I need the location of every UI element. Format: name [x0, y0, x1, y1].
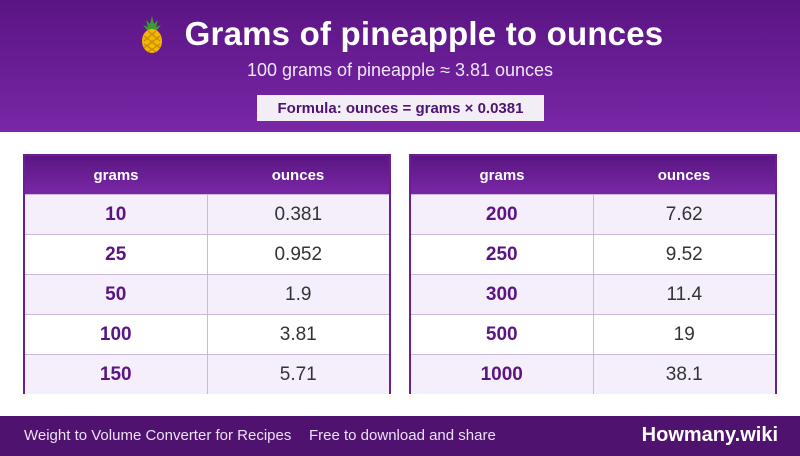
column-header-ounces: ounces — [657, 166, 711, 184]
grams-cell: 300 — [411, 275, 594, 314]
ounces-cell: 38.1 — [665, 363, 703, 385]
ounces-cell: 0.952 — [274, 243, 323, 265]
table-row: 300 11.4 — [411, 274, 775, 314]
grams-cell: 10 — [25, 195, 208, 234]
table-row: 50 1.9 — [25, 274, 389, 314]
grams-cell: 250 — [411, 235, 594, 274]
conversion-table-right: grams ounces 200 7.62 250 9.52 300 11.4 … — [409, 154, 777, 394]
grams-cell: 200 — [411, 195, 594, 234]
ounces-cell: 11.4 — [666, 283, 703, 305]
table-header: grams ounces — [411, 156, 775, 194]
pineapple-icon — [141, 16, 162, 53]
table-row: 10 0.381 — [25, 194, 389, 234]
ounces-cell: 5.71 — [279, 363, 317, 385]
formula-box: Formula: ounces = grams × 0.0381 — [257, 95, 544, 121]
footer-bar: Weight to Volume Converter for Recipes F… — [0, 416, 800, 456]
ounces-cell: 1.9 — [285, 283, 312, 305]
table-row: 1000 38.1 — [411, 354, 775, 394]
column-header-grams: grams — [479, 166, 525, 184]
grams-cell: 1000 — [411, 355, 594, 394]
table-row: 250 9.52 — [411, 234, 775, 274]
table-row: 100 3.81 — [25, 314, 389, 354]
table-row: 25 0.952 — [25, 234, 389, 274]
footer-converter-text: Weight to Volume Converter for Recipes — [24, 427, 292, 444]
brand-logo-text[interactable]: Howmany.wiki — [641, 424, 778, 446]
grams-cell: 500 — [411, 315, 594, 354]
ounces-cell: 9.52 — [665, 243, 703, 265]
grams-cell: 25 — [25, 235, 208, 274]
table-row: 200 7.62 — [411, 194, 775, 234]
subtitle: 100 grams of pineapple ≈ 3.81 ounces — [246, 60, 554, 80]
ounces-cell: 7.62 — [665, 203, 703, 225]
table-header: grams ounces — [25, 156, 389, 194]
table-row: 150 5.71 — [25, 354, 389, 394]
ounces-cell: 0.381 — [274, 203, 323, 225]
ounces-cell: 3.81 — [279, 323, 317, 345]
conversion-table-left: grams ounces 10 0.381 25 0.952 50 1.9 10… — [23, 154, 391, 394]
grams-cell: 150 — [25, 355, 208, 394]
page-title: Grams of pineapple to ounces — [184, 15, 664, 52]
grams-cell: 100 — [25, 315, 208, 354]
column-header-grams: grams — [93, 166, 139, 184]
footer-share-text: Free to download and share — [309, 427, 496, 444]
header-banner: Grams of pineapple to ounces 100 grams o… — [0, 0, 800, 132]
table-row: 500 19 — [411, 314, 775, 354]
column-header-ounces: ounces — [271, 166, 325, 184]
grams-cell: 50 — [25, 275, 208, 314]
title-row: Grams of pineapple to ounces — [0, 12, 800, 56]
ounces-cell: 19 — [673, 323, 695, 345]
